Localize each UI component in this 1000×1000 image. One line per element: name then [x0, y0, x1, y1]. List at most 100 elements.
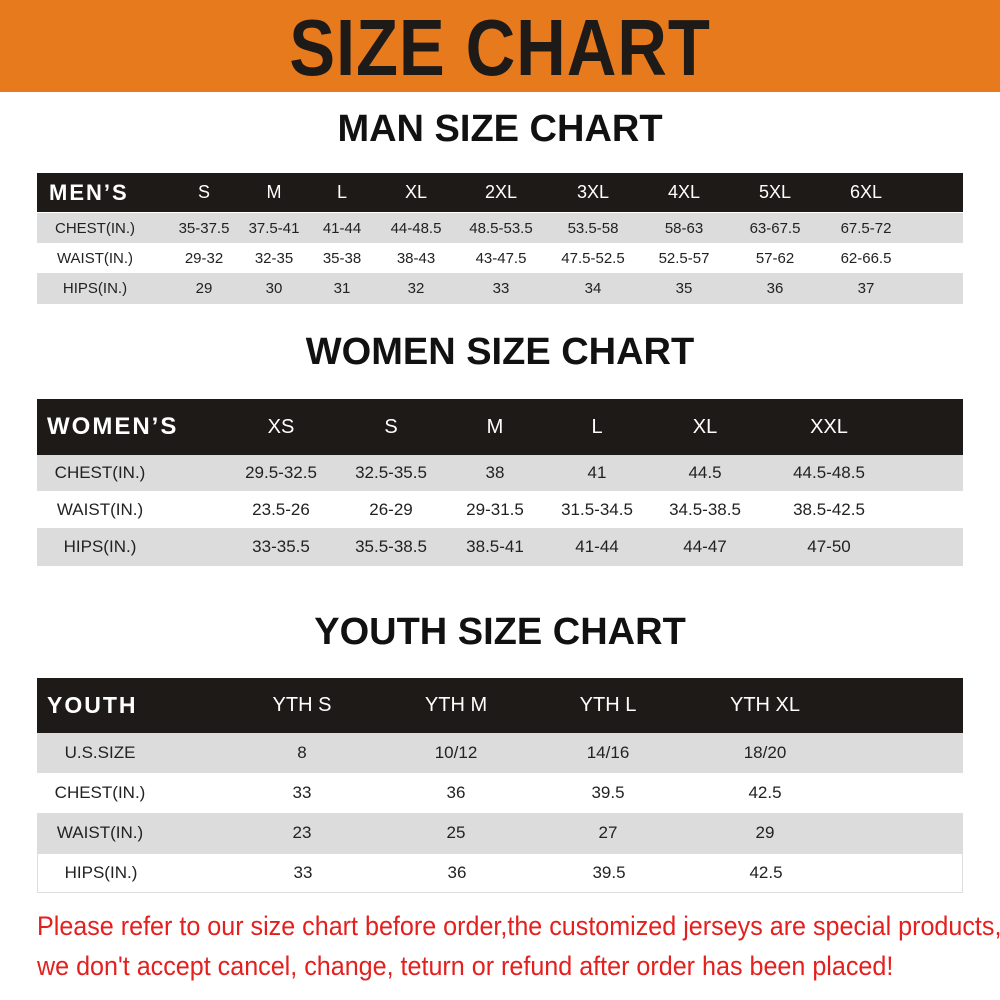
measurement-value: 57-62	[755, 249, 795, 267]
table-header-label: WOMEN’S	[47, 413, 179, 440]
size-column-header: M	[486, 415, 504, 438]
table-row: CHEST(IN.) 29.5-32.5 32.5-35.5 38 41 44.5 44.5…	[37, 455, 963, 491]
measurement-value: 58-63	[664, 219, 704, 237]
measurement-value: 41-44	[575, 537, 619, 556]
measurement-label: WAIST(IN.)	[56, 249, 134, 267]
measurement-value: 25	[446, 823, 466, 842]
size-column-header: XL	[692, 415, 718, 438]
size-column-header: 4XL	[667, 182, 701, 202]
size-column-header: YTH XL	[729, 694, 801, 716]
measurement-value: 18/20	[743, 743, 787, 762]
table-header-row: YOUTH YTH S YTH M YTH L YTH XL	[37, 678, 963, 733]
measurement-value: 53.5-58	[567, 219, 619, 237]
measurement-value: 31	[333, 280, 351, 297]
size-column-header: YTH S	[272, 694, 332, 716]
size-column-header: XS	[267, 415, 295, 438]
measurement-value: 42.5	[748, 783, 782, 802]
measurement-value: 52.5-57	[658, 249, 710, 267]
measurement-value: 36	[447, 863, 467, 882]
table-row: HIPS(IN.) 33 36 39.5 42.5	[37, 853, 963, 893]
measurement-value: 34.5-38.5	[669, 499, 741, 519]
measurement-value: 37	[857, 280, 875, 297]
measurement-value: 39.5	[591, 783, 625, 802]
table-row: CHEST(IN.) 33 36 39.5 42.5	[37, 773, 963, 813]
measurement-value: 38.5-42.5	[793, 499, 865, 519]
measurement-value: 31.5-34.5	[561, 499, 633, 519]
table-row: WAIST(IN.) 23.5-26 26-29 29-31.5 31.5-34.5 34…	[37, 491, 963, 528]
measurement-label: HIPS(IN.)	[63, 537, 137, 556]
measurement-value: 33-35.5	[252, 537, 310, 556]
measurement-value: 35-37.5	[178, 219, 230, 237]
table-header-label: MEN’S	[49, 179, 129, 205]
size-column-header: L	[591, 415, 603, 438]
measurement-value: 23	[292, 823, 312, 842]
table-row: CHEST(IN.) 35-37.5 37.5-41 41-44 44-48.5 48.5…	[37, 213, 963, 243]
size-column-header: S	[384, 415, 398, 438]
measurement-value: 36	[446, 783, 466, 802]
size-column-header: XL	[404, 182, 428, 202]
table-header-label: YOUTH	[47, 692, 138, 718]
measurement-label: U.S.SIZE	[64, 743, 136, 762]
size-column-header: 6XL	[849, 182, 883, 202]
measurement-value: 35.5-38.5	[355, 537, 427, 556]
measurement-value: 38.5-41	[466, 537, 524, 556]
measurement-value: 8	[297, 743, 307, 762]
size-column-header: 3XL	[576, 182, 610, 202]
size-column-header: S	[197, 182, 211, 202]
measurement-label: WAIST(IN.)	[56, 499, 144, 519]
measurement-value: 27	[598, 823, 618, 842]
measurement-value: 29	[195, 280, 213, 297]
page-title: SIZE CHART	[289, 3, 711, 92]
measurement-value: 29	[755, 823, 775, 842]
measurement-label: CHEST(IN.)	[54, 463, 146, 482]
youth-section-title: YOUTH SIZE CHART	[314, 611, 686, 653]
table-row: HIPS(IN.) 29 30 31 32 33 34 35 36 37	[37, 273, 963, 304]
measurement-value: 39.5	[592, 863, 626, 882]
size-column-header: XXL	[810, 415, 848, 438]
measurement-value: 29.5-32.5	[245, 463, 317, 482]
measurement-value: 33	[293, 863, 313, 882]
measurement-value: 33	[292, 783, 312, 802]
measurement-value: 37.5-41	[248, 219, 300, 237]
size-column-header: 5XL	[758, 182, 792, 202]
size-column-header: 2XL	[484, 182, 518, 202]
measurement-value: 32.5-35.5	[355, 463, 427, 482]
measurement-value: 10/12	[434, 743, 478, 762]
notice-line-1: Please refer to our size chart before or…	[37, 911, 1000, 941]
table-row: HIPS(IN.) 33-35.5 35.5-38.5 38.5-41 41-44 44-…	[37, 528, 963, 566]
women-section-title: WOMEN SIZE CHART	[305, 331, 695, 373]
measurement-value: 41	[587, 463, 607, 482]
measurement-value: 44-47	[683, 537, 727, 556]
measurement-value: 47-50	[807, 537, 851, 556]
measurement-label: CHEST(IN.)	[54, 783, 146, 802]
size-column-header: YTH L	[579, 694, 637, 716]
measurement-value: 38-43	[396, 249, 436, 267]
measurement-value: 41-44	[322, 219, 362, 237]
measurement-value: 47.5-52.5	[561, 249, 625, 267]
table-header-row: WOMEN’S XS S M L XL XXL	[37, 399, 963, 455]
title-banner	[0, 0, 1000, 92]
measurement-value: 63-67.5	[749, 219, 801, 237]
table-row: U.S.SIZE 8 10/12 14/16 18/20	[37, 733, 963, 773]
measurement-value: 32-35	[254, 249, 294, 267]
measurement-value: 23.5-26	[252, 499, 310, 519]
measurement-label: HIPS(IN.)	[64, 863, 138, 882]
measurement-value: 35	[675, 280, 693, 297]
table-row: WAIST(IN.) 23 25 27 29	[37, 813, 963, 853]
measurement-value: 32	[407, 280, 425, 297]
measurement-value: 44.5	[688, 463, 722, 482]
table-row: WAIST(IN.) 29-32 32-35 35-38 38-43 43-47.5 47.…	[37, 243, 963, 273]
measurement-value: 44.5-48.5	[793, 463, 865, 482]
measurement-label: HIPS(IN.)	[62, 280, 128, 297]
measurement-value: 67.5-72	[840, 219, 892, 237]
measurement-value: 42.5	[749, 863, 783, 882]
table-header-row: MEN’S S M L XL 2XL 3XL 4XL 5XL 6XL	[37, 173, 963, 212]
men-section-title: MAN SIZE CHART	[337, 108, 663, 150]
measurement-value: 36	[766, 280, 784, 297]
size-column-header: L	[336, 182, 348, 202]
measurement-value: 43-47.5	[475, 249, 527, 267]
measurement-value: 29-31.5	[466, 499, 524, 519]
measurement-value: 48.5-53.5	[469, 219, 533, 237]
measurement-value: 44-48.5	[390, 219, 442, 237]
notice-line-2: we don't accept cancel, change, teturn o…	[37, 951, 894, 981]
